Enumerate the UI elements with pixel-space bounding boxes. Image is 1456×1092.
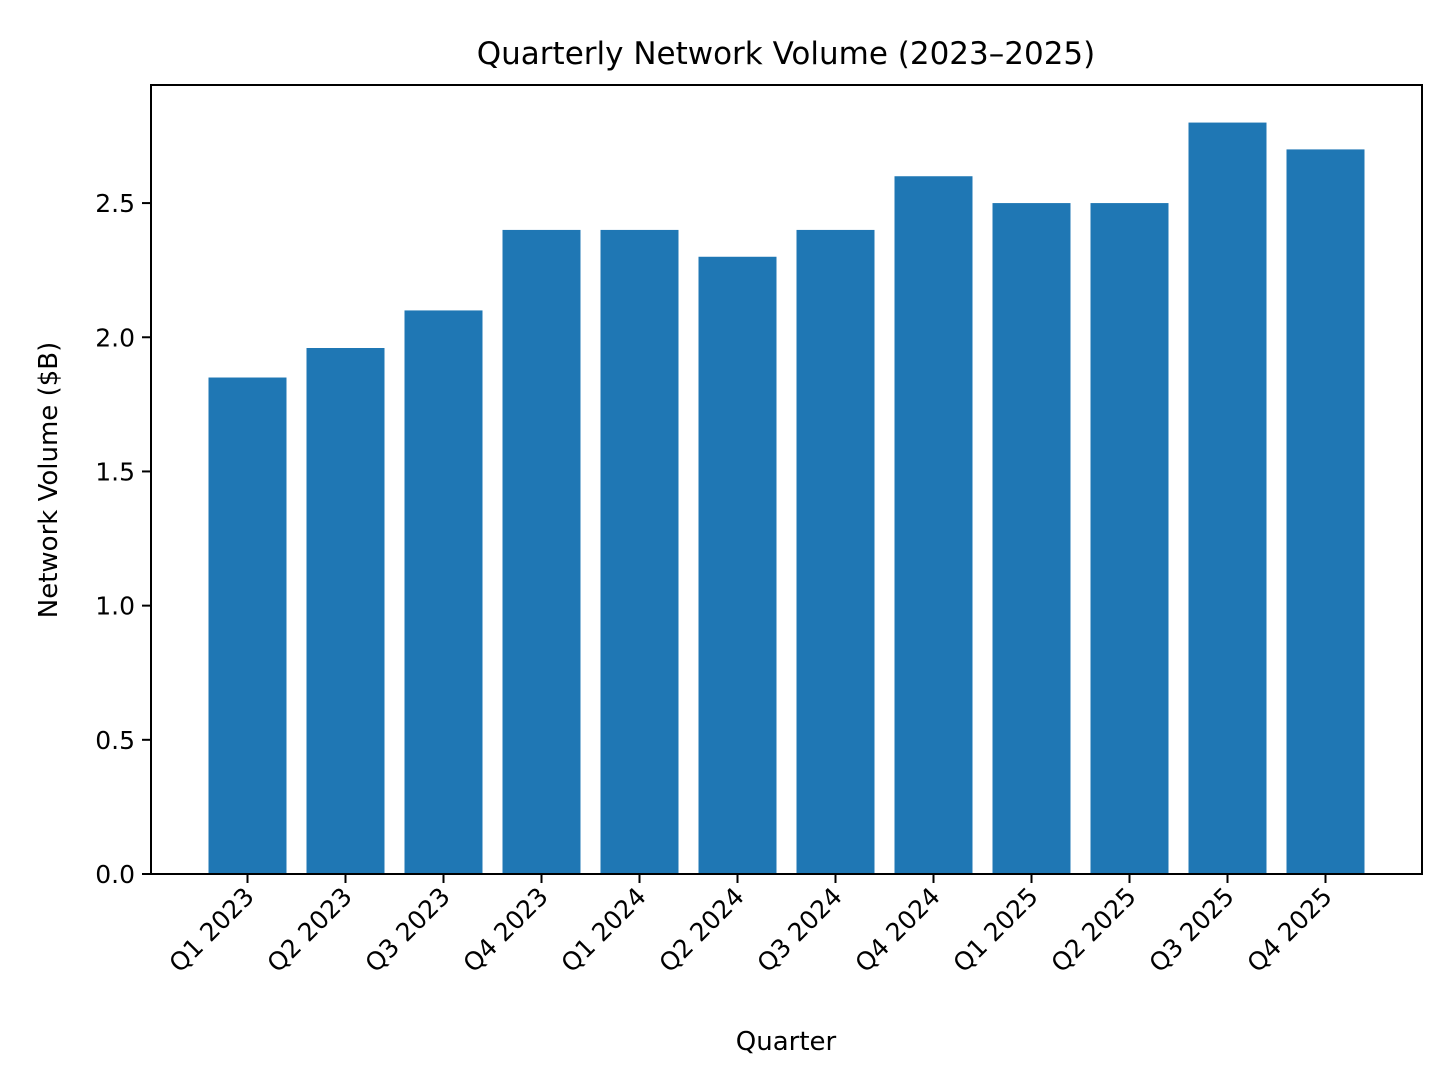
bar-q4-2023 xyxy=(502,229,581,875)
y-tick-label: 2.5 xyxy=(95,189,135,218)
bar-q3-2024 xyxy=(796,229,875,875)
bar-q2-2025 xyxy=(1090,203,1169,874)
y-axis-ticks: 0.0 0.5 1.0 1.5 2.0 2.5 xyxy=(95,189,151,889)
plot-area-frame xyxy=(150,84,1423,875)
bar-q1-2023 xyxy=(208,377,287,874)
bar-q3-2025 xyxy=(1188,122,1267,874)
y-tick-label: 1.0 xyxy=(95,592,135,621)
bar-q3-2023 xyxy=(404,310,483,874)
bars-group xyxy=(208,122,1365,875)
y-tick-label: 2.0 xyxy=(95,323,135,352)
bar-q1-2024 xyxy=(600,229,679,875)
bar-q2-2023 xyxy=(306,348,385,874)
y-tick-label: 0.5 xyxy=(95,726,135,755)
bar-q4-2024 xyxy=(894,176,973,875)
x-axis-label: Quarter xyxy=(736,1027,837,1057)
bar-q1-2025 xyxy=(992,203,1071,874)
y-axis-label: Network Volume ($B) xyxy=(34,342,64,618)
chart-title: Quarterly Network Volume (2023–2025) xyxy=(477,36,1096,72)
y-tick-label: 0.0 xyxy=(95,860,135,889)
bar-q4-2025 xyxy=(1286,149,1365,874)
bar-q2-2024 xyxy=(698,256,777,874)
y-tick-label: 1.5 xyxy=(95,457,135,486)
